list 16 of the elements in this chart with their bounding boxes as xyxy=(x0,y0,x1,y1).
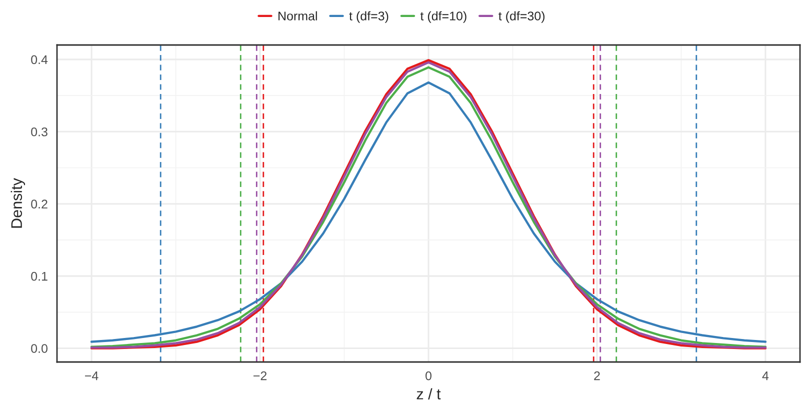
y-tick-label: 0.2 xyxy=(31,200,48,209)
legend-label: t (df=30) xyxy=(498,11,544,23)
y-tick-label: 0.3 xyxy=(31,127,48,136)
y-axis-title: Density xyxy=(10,178,26,228)
legend-label: Normal xyxy=(278,11,317,20)
x-tick-label: 0 xyxy=(426,371,432,380)
x-tick-label: −2 xyxy=(254,371,267,380)
x-tick-label: 2 xyxy=(594,371,600,380)
x-tick-label: −4 xyxy=(85,371,98,380)
x-tick-label: 4 xyxy=(762,371,769,380)
y-tick-label: 0.0 xyxy=(31,344,48,353)
legend-label: t (df=10) xyxy=(420,11,466,23)
y-tick-label: 0.4 xyxy=(31,55,48,64)
x-axis-title: z / t xyxy=(416,388,441,400)
legend-label: t (df=3) xyxy=(349,11,388,23)
y-tick-label: 0.1 xyxy=(31,272,48,281)
